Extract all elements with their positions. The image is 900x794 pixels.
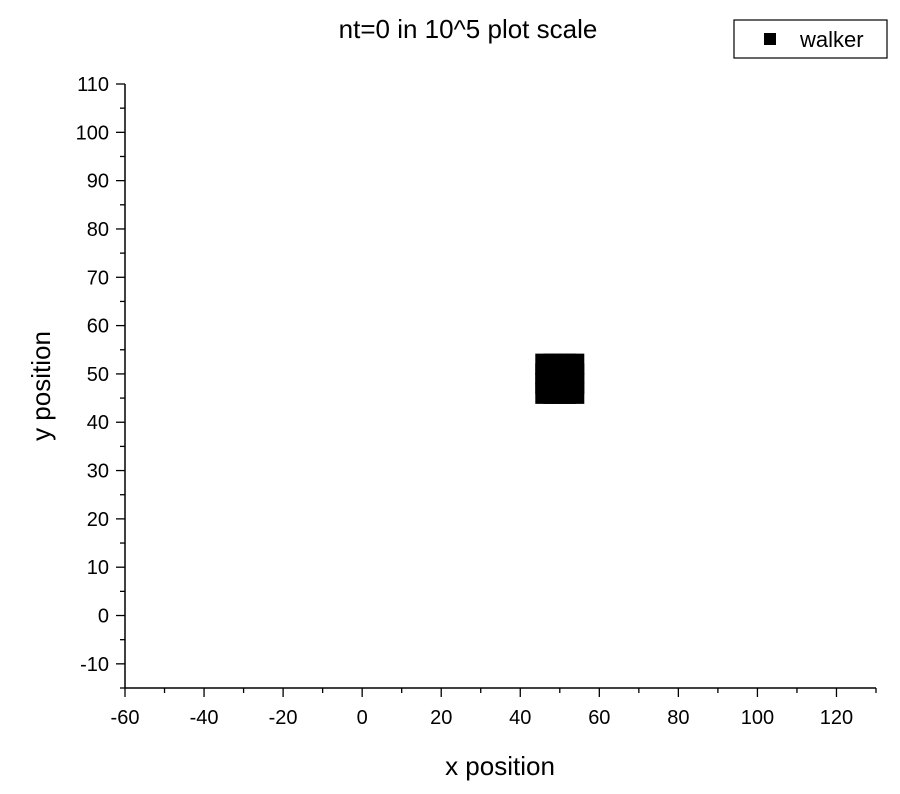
x-tick-label: -40 — [190, 707, 219, 729]
x-tick-label: 20 — [430, 707, 452, 729]
x-axis-ticks: -60 -40 -20 0 20 40 60 80 100 120 — [111, 688, 877, 729]
x-tick-label: 100 — [741, 707, 774, 729]
chart-title: nt=0 in 10^5 plot scale — [339, 14, 598, 44]
y-tick-label: 70 — [87, 267, 109, 289]
walker-point — [566, 353, 585, 375]
y-tick-label: -10 — [80, 654, 109, 676]
y-tick-label: 90 — [87, 171, 109, 193]
y-tick-label: 10 — [87, 557, 109, 579]
y-tick-label: 40 — [87, 412, 109, 434]
x-tick-label: 60 — [588, 707, 610, 729]
x-axis-title: x position — [445, 751, 555, 781]
x-tick-label: 120 — [820, 707, 853, 729]
y-tick-label: 60 — [87, 316, 109, 338]
x-tick-label: -20 — [269, 707, 298, 729]
legend: walker — [733, 19, 888, 59]
y-tick-label: 80 — [87, 219, 109, 241]
x-tick-label: 0 — [357, 707, 368, 729]
legend-marker-walker — [764, 33, 776, 45]
y-tick-label: 100 — [76, 122, 109, 144]
y-tick-label: 0 — [98, 606, 109, 628]
y-tick-label: 110 — [77, 74, 109, 96]
x-tick-label: 40 — [509, 707, 531, 729]
legend-label-walker: walker — [799, 27, 864, 52]
y-axis-ticks: -10 0 10 20 30 40 50 60 70 80 90 100 110 — [76, 74, 125, 689]
x-tick-label: 80 — [667, 707, 689, 729]
walker-point — [566, 382, 585, 404]
walker-markers — [535, 353, 585, 404]
y-tick-label: 20 — [87, 509, 109, 531]
x-tick-label: -60 — [111, 707, 140, 729]
plot-area: -60 -40 -20 0 20 40 60 80 100 120 -10 0 10 20 30 40 50 6… — [76, 74, 877, 729]
y-tick-label: 50 — [87, 364, 109, 386]
y-axis-title: y position — [26, 331, 56, 441]
y-tick-label: 30 — [87, 461, 109, 483]
legend-box — [733, 19, 888, 59]
